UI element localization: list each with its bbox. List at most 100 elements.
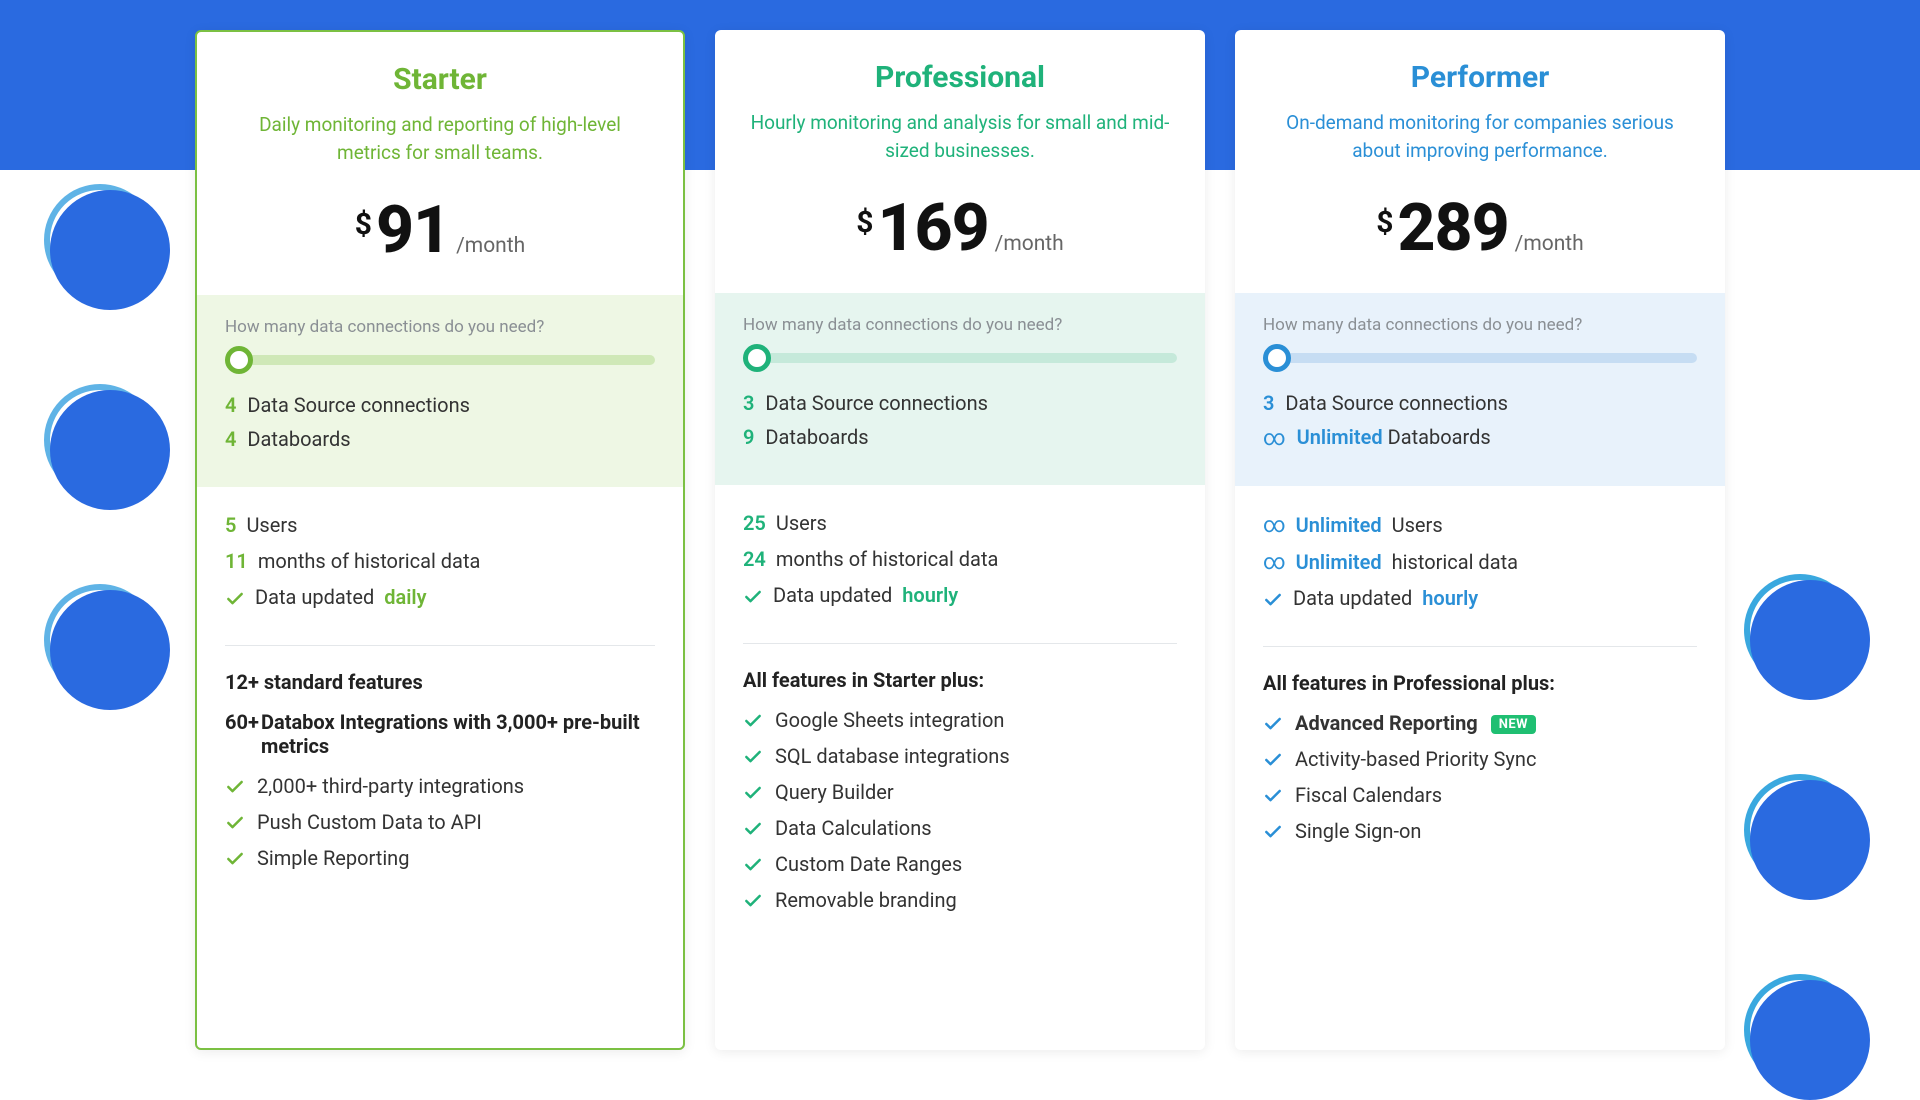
features-block: 12+ standard features 60+Databox Integra… [197,646,683,910]
price-amount: 289 [1397,190,1508,267]
feature-item: Removable branding [743,888,1177,912]
check-icon [743,587,763,607]
infinity-icon: ∞ [1263,426,1286,451]
feature-text: Advanced Reporting NEW [1295,711,1697,735]
unlimited-label: Unlimited [1296,550,1382,574]
check-icon [1263,750,1283,770]
feature-item: Single Sign-on [1263,819,1697,843]
plan-card-performer: Performer On-demand monitoring for compa… [1235,30,1725,1050]
limits-block: 5 Users 11 months of historical data Dat… [197,487,683,645]
slider-thumb[interactable] [1263,344,1291,372]
check-icon [743,819,763,839]
feature-text: 2,000+ third-party integrations [257,774,655,798]
history-line: 11 months of historical data [225,549,655,573]
users-label: Users [1392,513,1443,537]
slider-thumb[interactable] [225,346,253,374]
feature-item: Activity-based Priority Sync [1263,747,1697,771]
features-heading-2: 60+Databox Integrations with 3,000+ pre-… [225,710,655,758]
feature-item: SQL database integrations [743,744,1177,768]
plan-name: Performer [1263,60,1697,95]
feature-item: Advanced Reporting NEW [1263,711,1697,735]
feature-item: Query Builder [743,780,1177,804]
features-heading-2-rest: Databox Integrations with 3,000+ pre-bui… [261,710,640,758]
feature-item: 2,000+ third-party integrations [225,774,655,798]
feature-text: Simple Reporting [257,846,655,870]
feature-text: Removable branding [775,888,1177,912]
connections-block: How many data connections do you need? 3… [715,293,1205,485]
connections-label: Data Source connections [765,391,988,415]
check-icon [743,747,763,767]
check-icon [1263,786,1283,806]
features-block: All features in Professional plus: Advan… [1235,647,1725,883]
feature-text: Data Calculations [775,816,1177,840]
connections-slider[interactable] [1263,353,1697,363]
feature-text: Google Sheets integration [775,708,1177,732]
feature-item: Data Calculations [743,816,1177,840]
history-label: historical data [1392,550,1518,574]
price-currency: $ [1376,205,1393,240]
decor-bubble [50,190,170,310]
connections-count: 4 [225,393,236,417]
check-icon [743,711,763,731]
connections-line: 3 Data Source connections [1263,391,1697,415]
history-line: ∞ Unlimited historical data [1263,549,1697,574]
connections-line: 3 Data Source connections [743,391,1177,415]
update-freq: hourly [902,583,958,607]
slider-question: How many data connections do you need? [1263,315,1697,335]
plan-desc: On-demand monitoring for companies serio… [1263,109,1697,164]
infinity-icon: ∞ [1263,513,1286,538]
plan-card-professional: Professional Hourly monitoring and analy… [715,30,1205,1050]
plan-desc: Daily monitoring and reporting of high-l… [225,111,655,166]
feature-item: Google Sheets integration [743,708,1177,732]
history-count: 24 [743,547,766,571]
connections-slider[interactable] [743,353,1177,363]
plan-name: Professional [743,60,1177,95]
check-icon [225,813,245,833]
features-heading-2-lead: 60+ [225,710,261,734]
pricing-cards: Starter Daily monitoring and reporting o… [195,30,1725,1050]
decor-bubbles-left [50,190,170,710]
connections-line: 4 Data Source connections [225,393,655,417]
history-line: 24 months of historical data [743,547,1177,571]
price-amount: 91 [376,192,450,269]
update-line: Data updated daily [225,585,655,609]
slider-thumb[interactable] [743,344,771,372]
update-prefix: Data updated [773,583,892,607]
plan-name: Starter [225,62,655,97]
connections-block: How many data connections do you need? 3… [1235,293,1725,486]
connections-block: How many data connections do you need? 4… [197,295,683,487]
features-heading: All features in Professional plus: [1263,671,1697,695]
users-label: Users [776,511,827,535]
check-icon [743,855,763,875]
unlimited-label: Unlimited [1296,513,1382,537]
update-freq: daily [384,585,426,609]
price-currency: $ [355,207,372,242]
slider-question: How many data connections do you need? [743,315,1177,335]
update-prefix: Data updated [255,585,374,609]
infinity-icon: ∞ [1263,550,1286,575]
connections-count: 3 [1263,391,1274,415]
decor-bubble [50,390,170,510]
price-period: /month [1515,232,1584,256]
price-currency: $ [856,205,873,240]
plan-desc: Hourly monitoring and analysis for small… [743,109,1177,164]
feature-text: Custom Date Ranges [775,852,1177,876]
check-icon [1263,590,1283,610]
users-label: Users [246,513,297,537]
slider-question: How many data connections do you need? [225,317,655,337]
history-label: months of historical data [776,547,999,571]
decor-bubble [1750,780,1870,900]
connections-label: Data Source connections [247,393,470,417]
users-line: ∞ Unlimited Users [1263,512,1697,537]
connections-label: Data Source connections [1285,391,1508,415]
update-prefix: Data updated [1293,586,1412,610]
price-amount: 169 [877,190,988,267]
features-heading-1: 12+ standard features [225,670,655,694]
check-icon [225,589,245,609]
features-heading: All features in Starter plus: [743,668,1177,692]
feature-text: Single Sign-on [1295,819,1697,843]
check-icon [1263,714,1283,734]
connections-slider[interactable] [225,355,655,365]
decor-bubble [1750,580,1870,700]
feature-text-bold: Advanced Reporting [1295,711,1478,735]
